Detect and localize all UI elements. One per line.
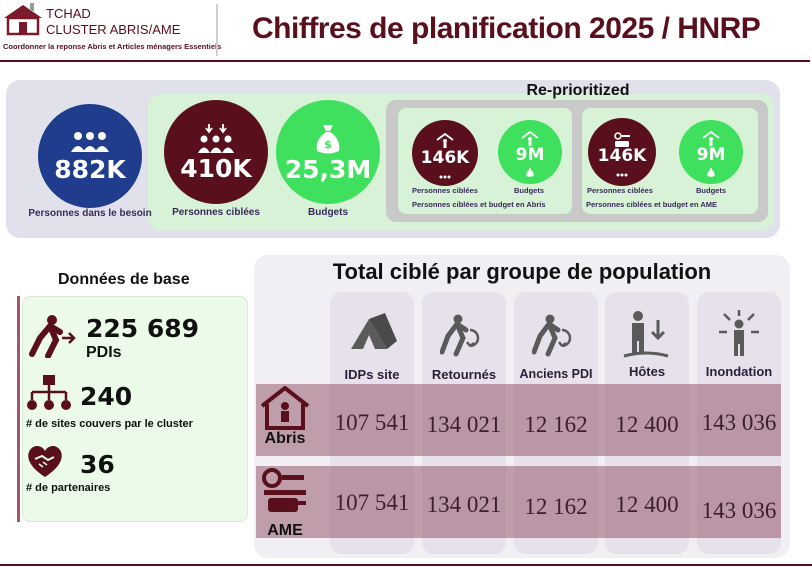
household-items-icon [260, 468, 310, 516]
row-band-ame [256, 466, 781, 538]
money-bag-mini-icon [707, 164, 715, 177]
table-cell: 12 400 [615, 412, 679, 437]
handshake-icon [26, 444, 64, 478]
house-person-icon [436, 132, 454, 149]
abris-targeted-label: Personnes ciblées [412, 186, 478, 195]
people-mini-icon [616, 166, 628, 177]
base-data-accent-bar [17, 296, 20, 522]
column-header-idps: IDPs site [344, 367, 400, 382]
abris-budget-circle: 9M [498, 120, 562, 184]
tent-icon [349, 305, 399, 355]
people-group-icon [68, 131, 112, 153]
abris-budget-value: 9M [515, 145, 545, 165]
flood-icon [716, 310, 762, 358]
org-name-line2: CLUSTER ABRIS/AME [46, 22, 181, 37]
in-need-circle: 882K [38, 104, 142, 208]
column-header-inondation: Inondation [705, 364, 773, 379]
people-mini-icon [439, 168, 451, 178]
table-cell: 12 400 [615, 492, 679, 517]
table-cell: 134 021 [426, 492, 502, 517]
running-person-icon [28, 314, 78, 359]
cluster-logo-icon [2, 2, 44, 36]
table-cell: 107 541 [334, 490, 410, 515]
svg-text:$: $ [324, 138, 332, 151]
shelter-house-icon [260, 385, 310, 430]
in-need-label: Personnes dans le besoin [28, 208, 152, 219]
ame-budget-circle: 9M [679, 120, 743, 184]
table-cell: 12 162 [524, 412, 588, 437]
abris-targeted-circle: 146K [412, 120, 478, 186]
pdis-label: PDIs [86, 344, 122, 361]
money-bag-mini-icon [526, 164, 534, 177]
abris-footer-label: Personnes ciblées et budget en Abris [412, 200, 546, 209]
partners-label: # de partenaires [26, 482, 111, 494]
targeted-label: Personnes ciblées [172, 207, 260, 218]
org-tagline: Coordonner la reponse Abris et Articles … [3, 42, 222, 51]
table-cell: 107 541 [334, 410, 410, 435]
budget-label: Budgets [308, 207, 348, 218]
row-band-abris [256, 384, 781, 456]
sitemap-icon [26, 374, 72, 412]
header-divider [216, 4, 218, 56]
sites-label: # de sites couvers par le cluster [26, 418, 193, 430]
former-idp-icon [531, 314, 578, 358]
house-person-icon [702, 130, 720, 147]
pdis-value: 225 689 [86, 314, 200, 343]
table-cell: 12 162 [524, 494, 588, 519]
row-header-ame: AME [267, 522, 303, 539]
returnee-icon [439, 314, 486, 358]
budget-value: 25,3M [284, 154, 372, 184]
sites-value: 240 [80, 382, 133, 411]
column-header-retournes: Retournés [431, 367, 497, 382]
budget-circle: $ 25,3M [276, 100, 380, 204]
table-cell: 143 036 [701, 498, 777, 523]
ame-footer-label: Personnes ciblées et budget en AME [586, 200, 718, 209]
footer-rule [0, 564, 812, 566]
table-cell: 143 036 [701, 410, 777, 435]
base-data-title: Données de base [58, 271, 190, 288]
abris-targeted-value: 146K [420, 147, 470, 168]
people-arrows-icon [194, 123, 238, 154]
header-rule [0, 60, 810, 62]
ame-budget-label: Budgets [696, 186, 726, 195]
partners-value: 36 [80, 450, 115, 479]
host-person-icon [622, 310, 670, 360]
column-header-anciens: Anciens PDI [519, 367, 593, 381]
targeted-circle: 410K [164, 100, 268, 204]
org-name-line1: TCHAD [46, 6, 91, 21]
cooking-pot-icon [612, 132, 632, 148]
population-title: Total ciblé par groupe de population [332, 259, 712, 284]
column-header-hotes: Hôtes [628, 364, 666, 379]
in-need-value: 882K [54, 154, 126, 184]
house-person-icon [521, 130, 539, 147]
targeted-value: 410K [180, 153, 252, 183]
ame-targeted-value: 146K [597, 146, 647, 166]
abris-budget-label: Budgets [514, 186, 544, 195]
reprioritized-title: Re-prioritized [526, 82, 630, 99]
ame-budget-value: 9M [696, 145, 726, 165]
page-title: Chiffres de planification 2025 / HNRP [252, 12, 761, 45]
table-cell: 134 021 [426, 412, 502, 437]
ame-targeted-circle: 146K [588, 118, 656, 186]
money-bag-icon: $ [315, 123, 341, 155]
ame-targeted-label: Personnes ciblées [587, 186, 653, 195]
row-header-abris: Abris [264, 430, 306, 447]
